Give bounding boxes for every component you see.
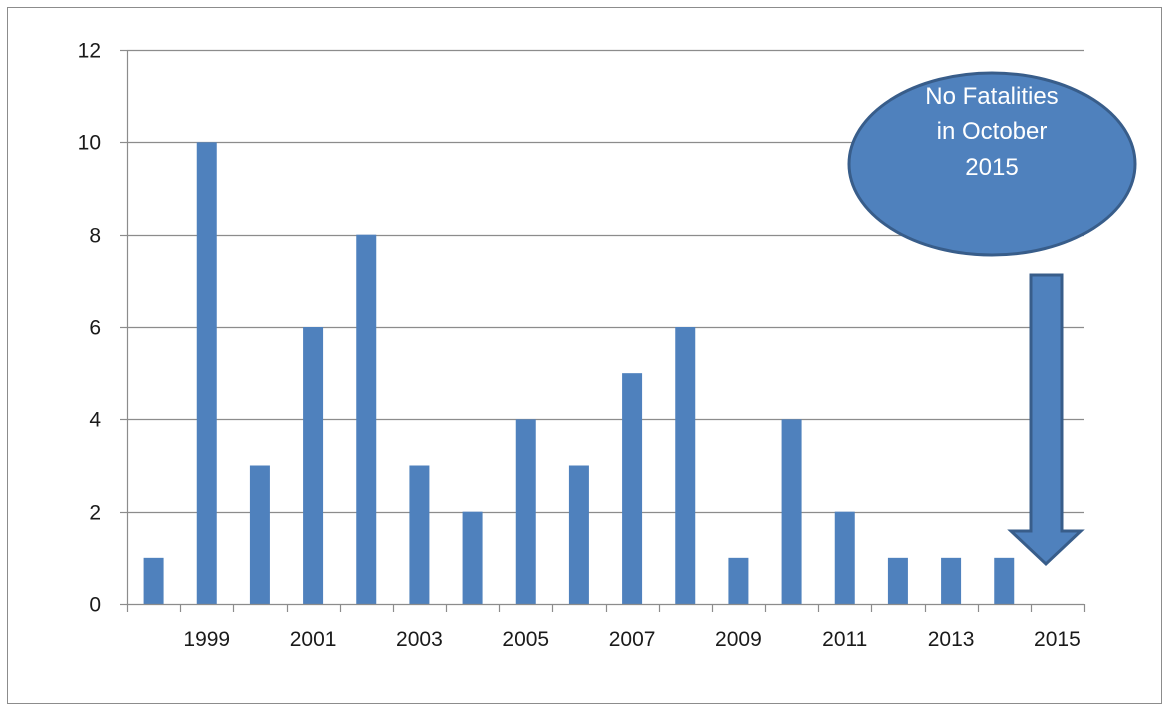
bar-2014: [994, 557, 1015, 604]
x-tick-label: 2007: [609, 628, 656, 651]
y-tick-label: 12: [78, 40, 101, 63]
bar-2000: [249, 465, 270, 604]
x-tick-label: 2001: [290, 628, 337, 651]
x-tick-label: 2013: [928, 628, 975, 651]
bar-2008: [675, 327, 696, 604]
bar-2011: [834, 511, 855, 604]
y-tick-label: 0: [89, 594, 101, 617]
bar-2004: [462, 511, 483, 604]
y-tick-labels: 0 2 4 6 8 10 12: [78, 40, 102, 617]
x-tick-label: 2009: [715, 628, 762, 651]
x-tick-label: 2015: [1034, 628, 1081, 651]
x-tick-label: 1999: [183, 628, 230, 651]
y-tick-label: 6: [89, 317, 101, 340]
annotation-line-1: No Fatalities: [925, 83, 1058, 110]
bar-1998: [143, 557, 164, 604]
bar-2003: [409, 465, 430, 604]
x-tick-label: 2003: [396, 628, 443, 651]
bar-2001: [303, 327, 324, 604]
bars: [143, 142, 1015, 605]
y-tick-label: 4: [89, 409, 101, 432]
y-tick-label: 2: [89, 502, 101, 525]
bar-1999: [196, 142, 217, 605]
x-tick-labels: 1999 2001 2003 2005 2007 2009 2011 2013 2015: [183, 628, 1080, 651]
bar-2009: [728, 557, 749, 604]
bar-2005: [515, 419, 536, 604]
annotation-line-2: in October: [937, 118, 1048, 145]
bar-2006: [568, 465, 589, 604]
bar-2013: [941, 557, 962, 604]
x-tick-label: 2005: [502, 628, 549, 651]
x-tick-label: 2011: [822, 628, 867, 651]
annotation: No Fatalities in October 2015: [847, 71, 1137, 567]
axes: [120, 49, 1086, 612]
bar-2010: [781, 419, 802, 604]
y-tick-label: 10: [78, 132, 101, 155]
y-tick-label: 8: [89, 225, 101, 248]
down-arrow: [1007, 273, 1085, 567]
gridlines: [127, 49, 1084, 514]
bar-2002: [356, 234, 377, 604]
bar-2007: [622, 373, 643, 604]
bar-2012: [887, 557, 908, 604]
annotation-line-3: 2015: [965, 154, 1018, 181]
annotation-bubble: [847, 71, 1137, 257]
